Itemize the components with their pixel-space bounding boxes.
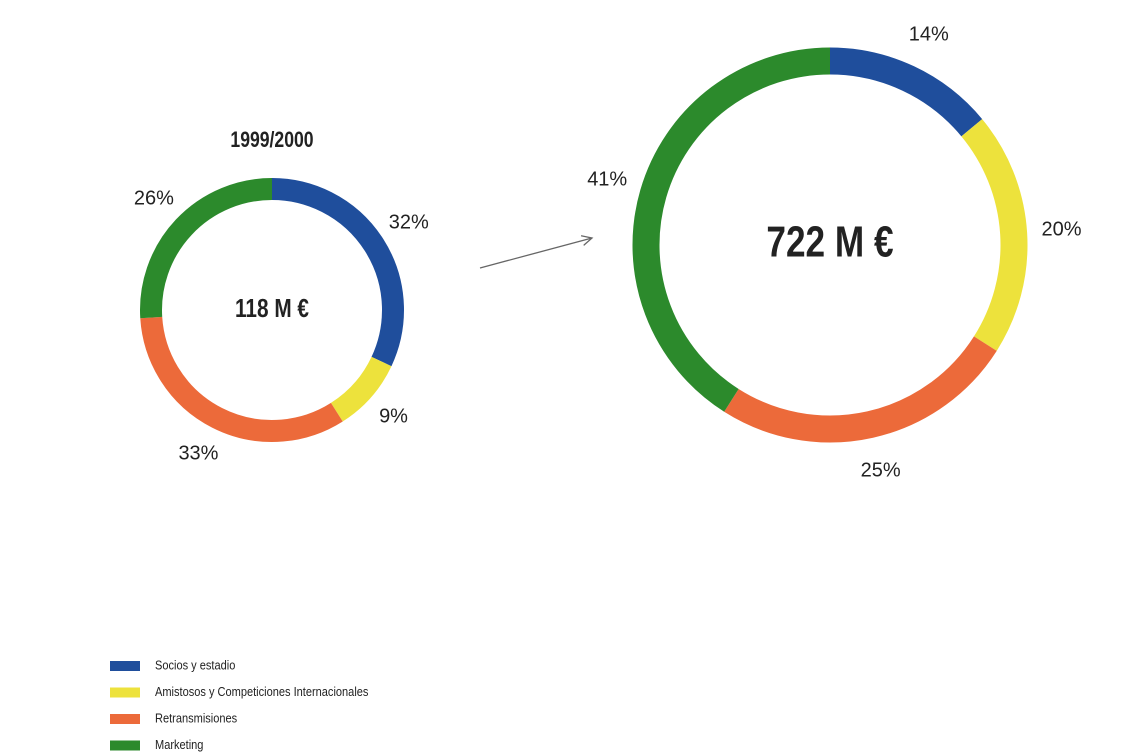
legend-label: Marketing xyxy=(155,737,203,752)
center-label: 118 M € xyxy=(235,294,309,323)
legend-swatch xyxy=(110,714,140,724)
value-label: 26% xyxy=(134,187,174,209)
chart-title: 1999/2000 xyxy=(230,128,313,152)
legend-label: Socios y estadio xyxy=(155,658,236,673)
legend-label: Amistosos y Competiciones Internacionale… xyxy=(155,684,368,699)
donut-segment xyxy=(961,119,1028,351)
legend-swatch xyxy=(110,687,140,698)
legend-swatch xyxy=(110,661,140,671)
donut-segment xyxy=(140,316,343,442)
arrow xyxy=(479,238,592,269)
value-label: 25% xyxy=(861,460,901,482)
donut-segment xyxy=(829,47,983,137)
value-label: 20% xyxy=(1042,219,1082,241)
value-label: 33% xyxy=(178,443,218,465)
value-label: 14% xyxy=(909,23,949,45)
center-label: 722 M € xyxy=(766,218,893,267)
donut-segment xyxy=(632,47,831,412)
value-label: 9% xyxy=(379,405,408,427)
donut-segment xyxy=(724,336,997,443)
legend-swatch xyxy=(110,740,140,751)
value-label: 41% xyxy=(587,169,627,191)
donut-segment xyxy=(330,356,392,422)
legend-label: Retransmisiones xyxy=(155,711,237,726)
donut-segment xyxy=(140,178,273,319)
donut-segment xyxy=(271,178,404,367)
value-label: 32% xyxy=(389,211,429,233)
